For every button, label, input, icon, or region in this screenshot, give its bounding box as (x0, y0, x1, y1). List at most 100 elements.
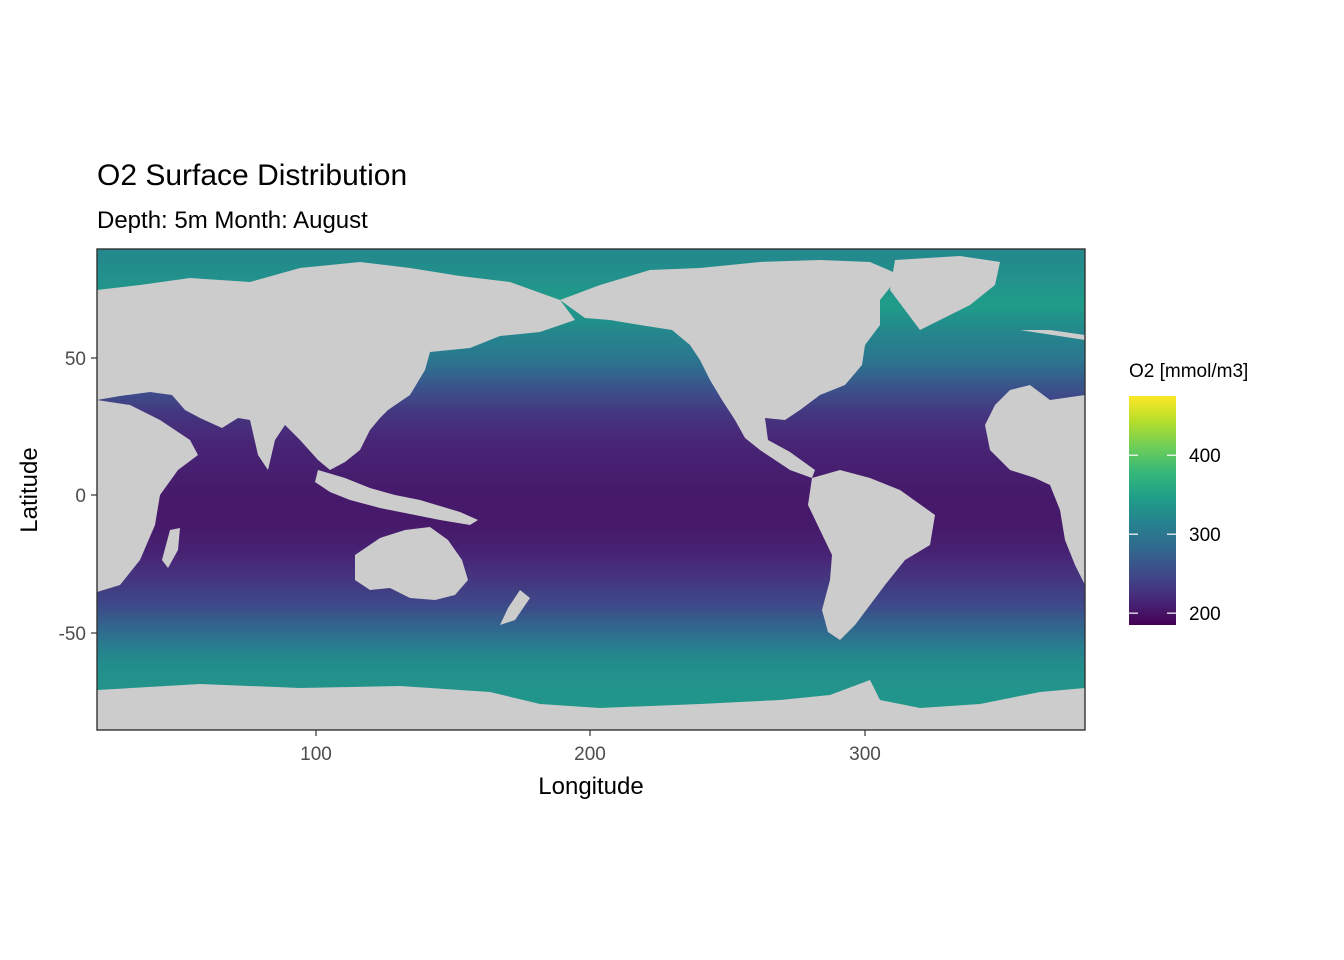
heatmap-row (97, 512, 1085, 517)
panel-border (96, 248, 1086, 731)
heatmap-row (97, 650, 1085, 654)
heatmap-row (97, 328, 1085, 333)
chart-subtitle: Depth: 5m Month: August (97, 207, 368, 234)
heatmap-row (97, 444, 1085, 448)
heatmap-row (97, 402, 1085, 407)
heatmap-row (97, 438, 1085, 442)
heatmap-row (97, 642, 1085, 646)
heatmap-row (97, 257, 1085, 261)
y-axis-title: Latitude (16, 447, 43, 532)
heatmap-row (97, 449, 1085, 453)
heatmap-row (97, 705, 1085, 709)
heatmap-row (97, 452, 1085, 456)
heatmap-row (97, 441, 1085, 445)
heatmap-row (97, 625, 1085, 629)
heatmap-row (97, 622, 1085, 627)
heatmap-row (97, 702, 1085, 706)
heatmap-row (97, 570, 1085, 574)
heatmap-row (97, 658, 1085, 662)
land-europe-west-africa (985, 330, 1085, 585)
heatmap-row (97, 482, 1085, 486)
heatmap-row (97, 504, 1085, 508)
heatmap-row (97, 468, 1085, 473)
heatmap-row (97, 405, 1085, 410)
heatmap-row (97, 383, 1085, 388)
heatmap-row (97, 361, 1085, 366)
heatmap-row (97, 521, 1085, 525)
heatmap-row (97, 669, 1085, 673)
heatmap-row (97, 400, 1085, 404)
heatmap-row (97, 573, 1085, 577)
heatmap-row (97, 353, 1085, 357)
heatmap-row (97, 380, 1085, 385)
heatmap-row (97, 562, 1085, 566)
heatmap-row (97, 262, 1085, 267)
heatmap-row (97, 510, 1085, 514)
heatmap-row (97, 430, 1085, 434)
heatmap-row (97, 540, 1085, 544)
heatmap-row (97, 600, 1085, 605)
heatmap-row (97, 529, 1085, 533)
heatmap-row (97, 584, 1085, 588)
x-tick-label: 100 (300, 744, 332, 765)
land-north-america (560, 260, 900, 478)
heatmap-row (97, 455, 1085, 459)
heatmap-row (97, 334, 1085, 338)
heatmap-row (97, 460, 1085, 464)
heatmap-row (97, 457, 1085, 462)
heatmap-row (97, 501, 1085, 506)
heatmap-row (97, 647, 1085, 651)
heatmap-row (97, 345, 1085, 349)
heatmap-row (97, 350, 1085, 355)
heatmap-row (97, 686, 1085, 690)
heatmap-row (97, 249, 1085, 253)
heatmap-row (97, 493, 1085, 497)
land-antarctica (97, 680, 1085, 730)
land-mask (97, 256, 1085, 730)
heatmap-row (97, 281, 1085, 286)
heatmap-row (97, 587, 1085, 591)
legend-ticks: 400 300 200 (1129, 446, 1221, 625)
y-axis: 50 0 -50 (59, 349, 97, 645)
heatmap-row (97, 488, 1085, 492)
land-greenland (890, 256, 1000, 330)
chart-title: O2 Surface Distribution (97, 159, 407, 192)
y-tick-label: 50 (65, 349, 86, 370)
heatmap-row (97, 551, 1085, 555)
heatmap-row (97, 691, 1085, 695)
heatmap-row (97, 532, 1085, 536)
heatmap-row (97, 556, 1085, 561)
heatmap-row (97, 534, 1085, 539)
heatmap-row (97, 265, 1085, 269)
heatmap-row (97, 559, 1085, 563)
y-tick-label: 0 (75, 486, 86, 507)
heatmap-row (97, 490, 1085, 495)
land-new-zealand (500, 590, 530, 625)
heatmap-row (97, 433, 1085, 437)
heatmap-row (97, 515, 1085, 519)
heatmap-row (97, 336, 1085, 341)
heatmap-row (97, 273, 1085, 278)
heatmap-row (97, 565, 1085, 569)
land-eurasia (97, 262, 575, 470)
heatmap-row (97, 259, 1085, 264)
heatmap-row (97, 356, 1085, 360)
plot-panel (97, 249, 1085, 730)
heatmap-row (97, 543, 1085, 547)
heatmap-row (97, 477, 1085, 481)
heatmap-row (97, 675, 1085, 679)
heatmap-row (97, 422, 1085, 426)
heatmap-row (97, 680, 1085, 684)
heatmap-row (97, 636, 1085, 640)
heatmap-row (97, 496, 1085, 500)
legend-tick-label: 200 (1189, 604, 1221, 625)
heatmap-row (97, 284, 1085, 289)
heatmap-row (97, 270, 1085, 275)
heatmap-row (97, 699, 1085, 704)
legend-tick-label: 300 (1189, 525, 1221, 546)
heatmap-row (97, 507, 1085, 511)
heatmap-row (97, 672, 1085, 676)
heatmap-row (97, 567, 1085, 572)
heatmap-row (97, 653, 1085, 657)
